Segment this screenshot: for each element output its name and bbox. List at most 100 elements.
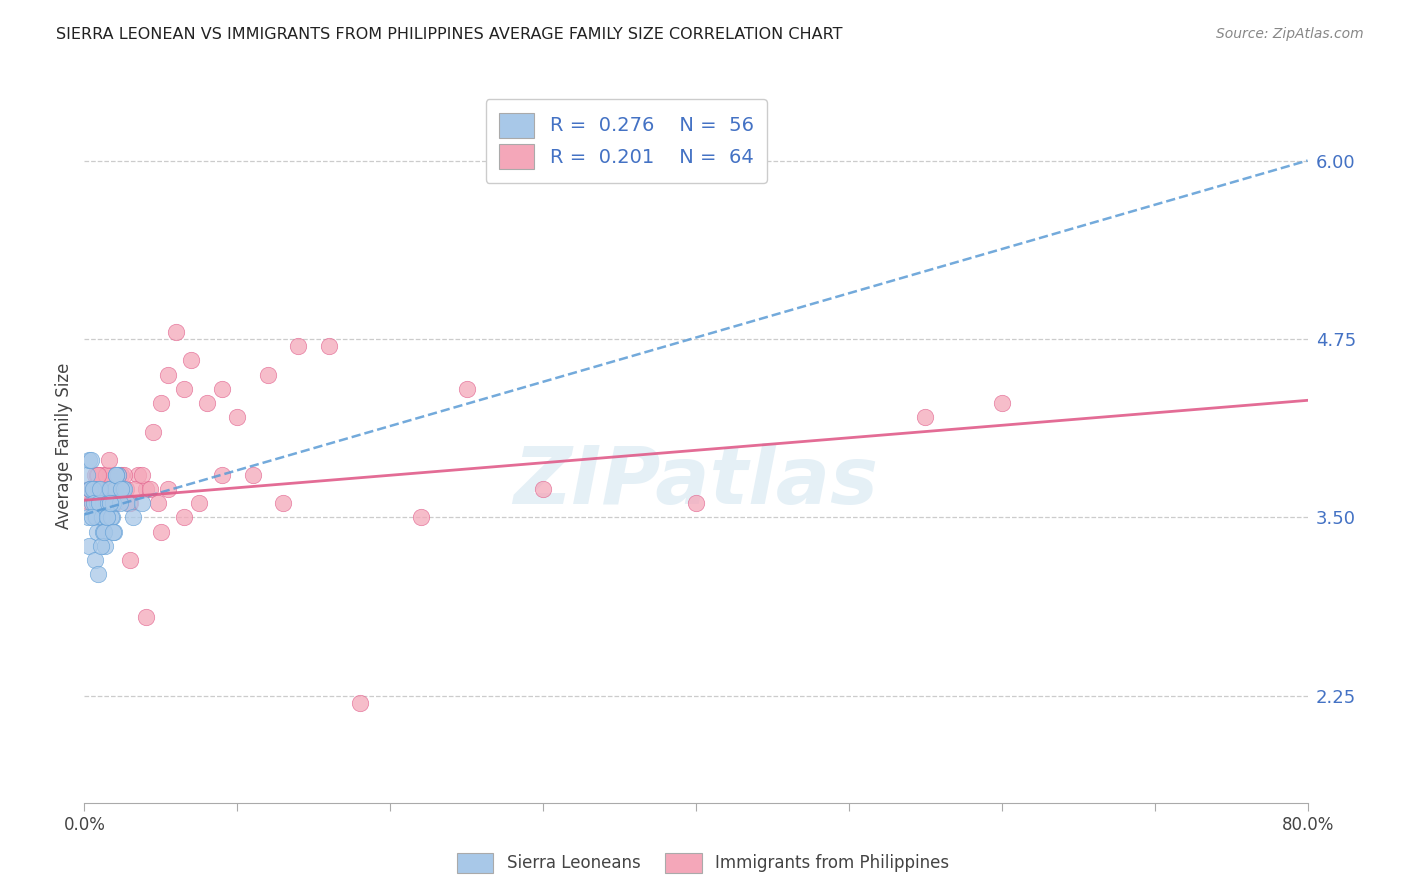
Point <box>287 339 309 353</box>
Point <box>79 482 101 496</box>
Point <box>87 482 110 496</box>
Point <box>86 496 108 510</box>
Point <box>131 467 153 482</box>
Point <box>112 467 135 482</box>
Point <box>84 510 107 524</box>
Point <box>77 482 100 496</box>
Point <box>271 496 294 510</box>
Point <box>98 467 121 482</box>
Point <box>107 467 129 482</box>
Point <box>96 510 118 524</box>
Point <box>93 524 115 539</box>
Point <box>103 524 125 539</box>
Point <box>103 524 125 539</box>
Point <box>79 482 101 496</box>
Point <box>83 496 105 510</box>
Point <box>91 482 114 496</box>
Point <box>89 496 111 510</box>
Point <box>77 510 100 524</box>
Point <box>112 482 135 496</box>
Point <box>80 496 103 510</box>
Point <box>114 482 136 496</box>
Point <box>104 496 127 510</box>
Point <box>96 510 118 524</box>
Point <box>124 482 146 496</box>
Point <box>409 510 432 524</box>
Point <box>135 610 157 624</box>
Point <box>83 482 105 496</box>
Point <box>87 567 110 582</box>
Point <box>188 496 211 510</box>
Point <box>93 496 115 510</box>
Point <box>110 482 132 496</box>
Point <box>149 396 172 410</box>
Point <box>98 482 121 496</box>
Point <box>120 496 142 510</box>
Point <box>97 482 120 496</box>
Point <box>107 467 129 482</box>
Point <box>103 496 125 510</box>
Point <box>87 467 110 482</box>
Legend: R =  0.276    N =  56, R =  0.201    N =  64: R = 0.276 N = 56, R = 0.201 N = 64 <box>485 99 768 183</box>
Point <box>84 553 107 567</box>
Point <box>94 539 117 553</box>
Legend: Sierra Leoneans, Immigrants from Philippines: Sierra Leoneans, Immigrants from Philipp… <box>450 847 956 880</box>
Point <box>118 496 141 510</box>
Point <box>97 453 120 467</box>
Point <box>77 453 100 467</box>
Point <box>173 510 195 524</box>
Point <box>98 496 121 510</box>
Point <box>84 510 107 524</box>
Point <box>685 496 707 510</box>
Point <box>77 539 100 553</box>
Point <box>90 510 112 524</box>
Point <box>101 496 124 510</box>
Point <box>135 482 157 496</box>
Point <box>318 339 340 353</box>
Point <box>127 467 149 482</box>
Point <box>80 482 103 496</box>
Point <box>91 496 114 510</box>
Point <box>531 482 554 496</box>
Point <box>86 467 108 482</box>
Point <box>84 467 107 482</box>
Point <box>87 496 110 510</box>
Point <box>80 453 103 467</box>
Point <box>139 482 162 496</box>
Text: SIERRA LEONEAN VS IMMIGRANTS FROM PHILIPPINES AVERAGE FAMILY SIZE CORRELATION CH: SIERRA LEONEAN VS IMMIGRANTS FROM PHILIP… <box>56 27 842 42</box>
Point <box>79 496 101 510</box>
Point <box>101 510 124 524</box>
Point <box>101 482 124 496</box>
Point <box>157 368 180 382</box>
Point <box>94 467 117 482</box>
Point <box>96 482 118 496</box>
Point <box>211 382 233 396</box>
Point <box>80 510 103 524</box>
Point <box>165 325 187 339</box>
Point <box>83 482 105 496</box>
Text: Source: ZipAtlas.com: Source: ZipAtlas.com <box>1216 27 1364 41</box>
Point <box>115 496 138 510</box>
Point <box>98 496 121 510</box>
Point <box>87 482 110 496</box>
Point <box>86 524 108 539</box>
Point <box>93 510 115 524</box>
Point <box>242 467 264 482</box>
Point <box>157 482 180 496</box>
Point <box>89 482 111 496</box>
Point <box>120 553 142 567</box>
Point <box>104 482 127 496</box>
Point <box>456 382 478 396</box>
Point <box>93 524 115 539</box>
Point <box>122 510 145 524</box>
Point <box>89 496 111 510</box>
Point <box>257 368 280 382</box>
Point <box>211 467 233 482</box>
Point <box>96 510 118 524</box>
Point <box>103 496 125 510</box>
Point <box>76 467 98 482</box>
Point <box>93 496 115 510</box>
Point <box>100 510 122 524</box>
Point <box>142 425 165 439</box>
Point <box>173 382 195 396</box>
